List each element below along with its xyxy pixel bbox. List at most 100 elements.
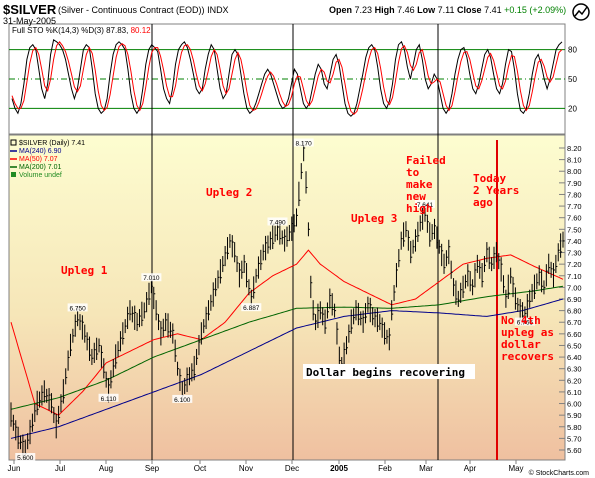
open-label: Open [329, 5, 353, 15]
data-label-bg [293, 138, 314, 147]
annotation-dollar-bg [303, 364, 475, 379]
price-tick-label: 6.50 [567, 341, 582, 350]
open-value: 7.23 [354, 5, 373, 15]
high-value: 7.46 [397, 5, 415, 15]
price-tick-label: 7.70 [567, 202, 582, 211]
high-label: High [374, 5, 395, 15]
price-tick-label: 5.90 [567, 411, 582, 420]
data-label-bg [172, 394, 193, 403]
price-tick-label: 5.60 [567, 446, 582, 455]
logo-icon [572, 3, 590, 21]
data-label: 7.490 [269, 219, 286, 226]
data-label-bg [241, 303, 262, 312]
price-tick-label: 7.20 [567, 260, 582, 269]
price-tick-label: 6.20 [567, 376, 582, 385]
data-label: 6.100 [174, 397, 191, 404]
price-tick-label: 7.90 [567, 179, 582, 188]
price-tick-label: 7.10 [567, 272, 582, 281]
annotation-no-4th-upleg: dollar [501, 338, 541, 351]
annotation-no-4th-upleg: upleg as [501, 326, 554, 339]
annotation-failed-new-high: new [406, 190, 426, 203]
low-value: 7.11 [437, 5, 455, 15]
price-tick-label: 6.70 [567, 318, 582, 327]
legend-label: Volume undef [19, 172, 62, 179]
symbol-title: $SILVER [3, 2, 57, 17]
sto-d-value: 80.12 [131, 26, 152, 35]
x-tick-label: Nov [239, 464, 253, 473]
annotation-no-4th-upleg: recovers [501, 350, 554, 363]
data-label-bg [415, 199, 435, 208]
x-tick-label: Feb [378, 464, 392, 473]
sto-k-value: 87.83 [106, 26, 127, 35]
price-tick-label: 7.40 [567, 237, 582, 246]
data-label: 7.641 [417, 202, 434, 209]
data-label: 6.766 [517, 320, 534, 327]
legend-label: $SILVER (Daily) 7.41 [19, 140, 85, 147]
annotation-upleg-3: Upleg 3 [351, 212, 397, 225]
price-tick-label: 7.80 [567, 190, 582, 199]
ma-line-ma200 [10, 285, 564, 410]
ma-line-ma50 [10, 249, 564, 416]
copyright-text: © StockCharts.com [529, 469, 590, 477]
legend-label: MA(240) 6.90 [19, 148, 62, 155]
symbol-description: (Silver - Continuous Contract (EOD)) IND… [58, 5, 229, 15]
change-value: +0.15 (+2.09%) [504, 5, 567, 15]
annotation-today-2-years-ago: Today [473, 172, 506, 185]
data-label-bg [514, 317, 535, 326]
data-label: 6.750 [69, 305, 86, 312]
price-tick-label: 7.50 [567, 225, 582, 234]
x-tick-label: Apr [464, 464, 477, 473]
annotation-upleg-1: Upleg 1 [61, 264, 108, 277]
date-label: 31-May-2005 [3, 16, 57, 26]
price-tick-label: 6.80 [567, 307, 582, 316]
price-panel [8, 134, 566, 461]
annotation-no-4th-upleg: No 4th [501, 314, 541, 327]
x-tick-label: Jul [55, 464, 65, 473]
data-label-bg [98, 393, 119, 402]
x-tick-label: 2005 [330, 464, 348, 473]
data-label: 8.170 [296, 140, 313, 147]
sto-tick-label: 50 [568, 75, 577, 84]
price-tick-label: 5.80 [567, 423, 582, 432]
price-tick-label: 7.00 [567, 283, 582, 292]
price-tick-label: 8.10 [567, 156, 582, 165]
ohlc-summary: Open 7.23 High 7.46 Low 7.11 Close 7.41 … [329, 5, 566, 15]
annotation-dollar-recovering: Dollar begins recovering [306, 366, 465, 379]
data-label: 6.110 [101, 396, 117, 403]
legend-label: MA(200) 7.01 [19, 164, 62, 171]
price-tick-label: 7.30 [567, 249, 582, 258]
x-tick-label: Aug [99, 464, 113, 473]
legend-swatch [11, 172, 16, 177]
data-label-bg [15, 453, 36, 461]
x-tick-label: Jun [8, 464, 21, 473]
sto-tick-label: 80 [568, 46, 577, 55]
legend-label: MA(50) 7.07 [19, 156, 58, 163]
data-label: 7.010 [143, 275, 160, 282]
data-label-bg [141, 273, 162, 282]
price-tick-label: 6.60 [567, 330, 582, 339]
close-value: 7.41 [484, 5, 502, 15]
price-tick-label: 6.90 [567, 295, 582, 304]
sto-series-pct-d [11, 40, 563, 116]
price-tick-label: 8.00 [567, 167, 582, 176]
data-label-bg [67, 303, 88, 312]
price-tick-label: 6.40 [567, 353, 582, 362]
x-tick-label: Oct [194, 464, 207, 473]
price-tick-label: 7.60 [567, 214, 582, 223]
description-text: (Silver - Continuous Contract (EOD)) [58, 5, 205, 15]
price-tick-label: 6.00 [567, 400, 582, 409]
annotation-today-2-years-ago: 2 Years [473, 184, 519, 197]
exchange-label: INDX [207, 5, 229, 15]
x-tick-label: Mar [419, 464, 433, 473]
x-tick-label: Dec [285, 464, 299, 473]
price-tick-label: 8.20 [567, 144, 582, 153]
low-label: Low [417, 5, 436, 15]
annotation-failed-new-high: high [406, 202, 433, 215]
sto-legend: Full STO %K(14,3) %D(3) 87.83, 80.12 [12, 26, 151, 35]
annotation-failed-new-high: Failed [406, 154, 446, 167]
annotation-failed-new-high: make [406, 178, 433, 191]
data-label: 5.600 [17, 455, 34, 462]
legend-swatch [10, 139, 17, 146]
